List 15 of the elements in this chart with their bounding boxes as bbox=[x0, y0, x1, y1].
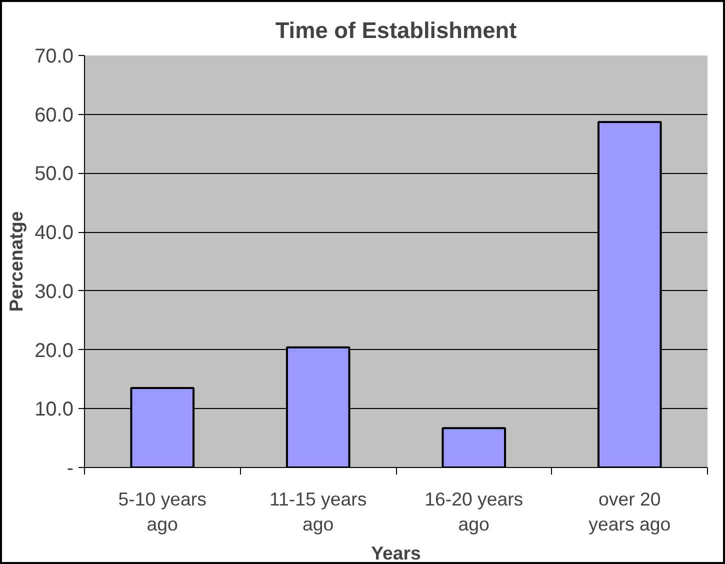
y-tick-label: 40.0 bbox=[34, 222, 74, 244]
x-tick-label: 5-10 years ago bbox=[118, 488, 206, 535]
y-tick-label: 20.0 bbox=[34, 340, 74, 362]
y-tick-label: 10.0 bbox=[34, 398, 74, 421]
y-axis-title: Percenatge bbox=[6, 211, 27, 312]
y-tick-label: 60.0 bbox=[34, 104, 74, 126]
y-tick-label: - bbox=[66, 458, 74, 480]
chart-title: Time of Establishment bbox=[275, 17, 518, 43]
x-tick-label: 16-20 years ago bbox=[424, 488, 524, 535]
x-tick-label: over 20 years ago bbox=[588, 488, 671, 535]
x-axis-title: Years bbox=[371, 542, 421, 564]
y-tick-label: 50.0 bbox=[34, 163, 74, 186]
x-tick-label: 11-15 years ago bbox=[270, 488, 367, 535]
y-tick-label: 70.0 bbox=[34, 46, 74, 68]
y-tick-label: 30.0 bbox=[34, 280, 74, 303]
